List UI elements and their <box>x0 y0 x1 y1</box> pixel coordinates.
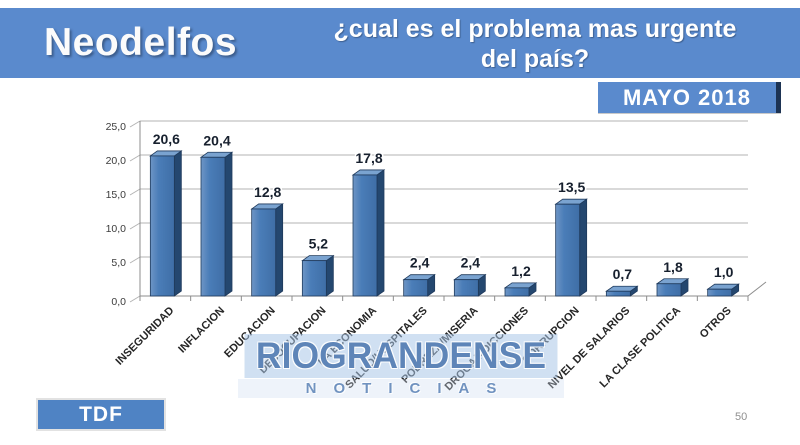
svg-text:20,0: 20,0 <box>106 155 127 167</box>
svg-text:SALUD/HOSPITALES: SALUD/HOSPITALES <box>343 305 430 392</box>
bar-chart: 0,0 5,0 10,0 15,0 20,0 25,0 20,6 INSEGURIDAD 20,… <box>106 120 767 393</box>
region-badge: TDF <box>36 398 166 431</box>
period-badge: MAYO 2018 <box>598 82 781 113</box>
svg-text:INSEGURIDAD: INSEGURIDAD <box>114 305 177 368</box>
svg-text:25,0: 25,0 <box>106 121 127 133</box>
svg-text:NIVEL DE SALARIOS: NIVEL DE SALARIOS <box>546 305 633 392</box>
svg-text:0,0: 0,0 <box>111 296 126 308</box>
svg-text:INFLACION: INFLACION <box>176 305 227 356</box>
slide-title-line2: del país? <box>480 45 590 73</box>
svg-text:2,4: 2,4 <box>410 255 430 271</box>
svg-text:1,8: 1,8 <box>663 259 683 275</box>
slide-title-line1: ¿cual es el problema mas urgente <box>333 15 737 43</box>
svg-text:1,2: 1,2 <box>511 263 531 279</box>
svg-text:15,0: 15,0 <box>106 189 127 201</box>
svg-text:EDUCACION: EDUCACION <box>222 305 278 361</box>
svg-text:2,4: 2,4 <box>461 255 481 271</box>
svg-text:20,6: 20,6 <box>153 131 180 147</box>
svg-text:10,0: 10,0 <box>106 223 127 235</box>
page-number: 50 <box>735 411 748 423</box>
slide-title: ¿cual es el problema mas urgente del paí… <box>295 14 775 74</box>
svg-text:1,0: 1,0 <box>714 264 734 280</box>
svg-text:20,4: 20,4 <box>203 132 230 148</box>
chart-area: 0,0 5,0 10,0 15,0 20,0 25,0 20,6 INSEGURIDAD 20,… <box>0 115 800 415</box>
svg-text:5,0: 5,0 <box>111 257 126 269</box>
svg-text:DROGA/ADICCIONES: DROGA/ADICCIONES <box>443 305 531 393</box>
svg-text:5,2: 5,2 <box>309 236 329 252</box>
svg-text:17,8: 17,8 <box>355 150 382 166</box>
brand-logo-text: Neodelfos <box>44 21 238 64</box>
svg-text:12,8: 12,8 <box>254 184 281 200</box>
header-banner: Neodelfos ¿cual es el problema mas urgen… <box>0 8 800 78</box>
svg-text:13,5: 13,5 <box>558 179 585 195</box>
svg-text:OTROS: OTROS <box>698 305 734 341</box>
svg-text:0,7: 0,7 <box>613 266 633 282</box>
